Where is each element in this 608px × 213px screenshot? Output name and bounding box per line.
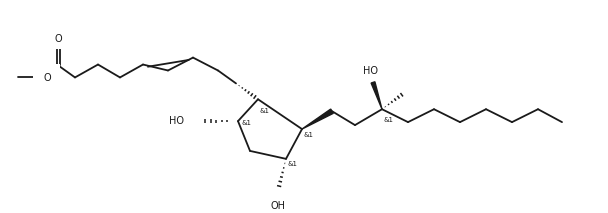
Text: &1: &1 xyxy=(260,108,270,114)
Text: HO: HO xyxy=(169,116,184,126)
Text: &1: &1 xyxy=(287,161,297,167)
Polygon shape xyxy=(371,82,382,109)
Text: O: O xyxy=(43,73,50,83)
Text: &1: &1 xyxy=(242,120,252,126)
Text: O: O xyxy=(54,34,62,44)
Text: &1: &1 xyxy=(303,132,313,138)
Text: &1: &1 xyxy=(384,117,394,123)
Polygon shape xyxy=(302,109,333,129)
Text: HO: HO xyxy=(364,66,379,76)
Text: OH: OH xyxy=(271,201,286,210)
